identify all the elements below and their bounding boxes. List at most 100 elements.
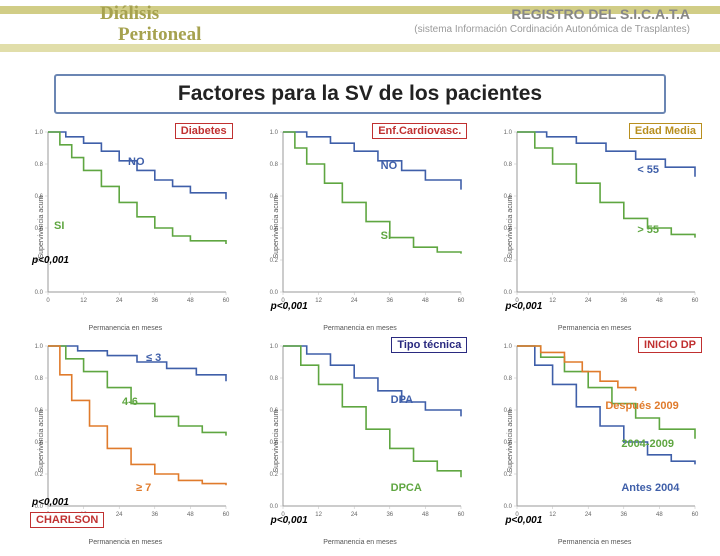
svg-text:24: 24 xyxy=(585,512,592,518)
svg-text:1.0: 1.0 xyxy=(35,130,44,136)
svg-text:60: 60 xyxy=(223,298,230,304)
svg-text:0.0: 0.0 xyxy=(269,290,278,296)
series-enf-1 xyxy=(283,132,461,254)
svg-text:1.0: 1.0 xyxy=(504,344,513,350)
chart-panel-edad: 0.00.20.40.60.81.001224364860Edad Mediap… xyxy=(477,120,712,334)
chart-panel-inicio: 0.00.20.40.60.81.001224364860INICIO DPp<… xyxy=(477,334,712,548)
svg-text:24: 24 xyxy=(585,298,592,304)
svg-text:12: 12 xyxy=(80,298,87,304)
svg-text:1.0: 1.0 xyxy=(269,130,278,136)
x-axis-label: Permanencia en meses xyxy=(89,539,163,546)
svg-text:36: 36 xyxy=(621,512,628,518)
y-axis-label: Supervivencia acum xyxy=(273,195,280,258)
registry-subtitle: (sistema Información Cordinación Autonóm… xyxy=(414,24,690,35)
pvalue-charlson: p<0,001 xyxy=(32,497,69,508)
x-axis-label: Permanencia en meses xyxy=(89,325,163,332)
svg-text:0.8: 0.8 xyxy=(504,376,513,382)
series-charlson-0 xyxy=(48,346,226,381)
svg-text:0.8: 0.8 xyxy=(269,376,278,382)
svg-text:36: 36 xyxy=(151,512,158,518)
pvalue-tipo: p<0,001 xyxy=(271,515,308,526)
series-label-inicio-0: Después 2009 xyxy=(605,400,678,412)
logo-line1: Diálisis xyxy=(100,4,201,23)
series-label-diabetes-0: NO xyxy=(128,156,145,168)
svg-text:24: 24 xyxy=(116,298,123,304)
chart-panel-enf: 0.00.20.40.60.81.001224364860Enf.Cardiov… xyxy=(243,120,478,334)
svg-text:12: 12 xyxy=(315,298,322,304)
pvalue-enf: p<0,001 xyxy=(271,301,308,312)
logo-line2: Peritoneal xyxy=(118,25,201,44)
svg-text:1.0: 1.0 xyxy=(269,344,278,350)
svg-text:0.2: 0.2 xyxy=(269,258,278,264)
svg-text:60: 60 xyxy=(692,298,699,304)
series-label-edad-1: > 55 xyxy=(637,224,659,236)
svg-text:12: 12 xyxy=(315,512,322,518)
svg-text:36: 36 xyxy=(386,512,393,518)
header-bar-bottom xyxy=(0,44,720,52)
series-enf-0 xyxy=(283,132,461,190)
chart-title-inicio: INICIO DP xyxy=(638,337,702,353)
series-label-inicio-1: 2004-2009 xyxy=(621,438,674,450)
svg-text:0.2: 0.2 xyxy=(504,258,513,264)
svg-text:12: 12 xyxy=(550,298,557,304)
svg-text:0.0: 0.0 xyxy=(269,504,278,510)
svg-text:60: 60 xyxy=(223,512,230,518)
svg-text:36: 36 xyxy=(621,298,628,304)
chart-inicio: 0.00.20.40.60.81.001224364860 xyxy=(495,338,705,534)
registry-title: REGISTRO DEL S.I.C.A.T.A xyxy=(511,6,690,22)
y-axis-label: Supervivencia acum xyxy=(273,409,280,472)
y-axis-label: Supervivencia acum xyxy=(38,195,45,258)
series-label-enf-1: SI xyxy=(381,230,391,242)
svg-text:0.0: 0.0 xyxy=(35,290,44,296)
svg-text:24: 24 xyxy=(351,512,358,518)
series-diabetes-1 xyxy=(48,132,226,244)
svg-text:0.0: 0.0 xyxy=(504,504,513,510)
series-label-tipo-0: DPA xyxy=(391,394,413,406)
svg-text:48: 48 xyxy=(422,512,429,518)
chart-grid: 0.00.20.40.60.81.001224364860Diabetesp<0… xyxy=(0,120,720,556)
svg-text:0.8: 0.8 xyxy=(35,162,44,168)
svg-text:0.2: 0.2 xyxy=(504,472,513,478)
chart-title-enf: Enf.Cardiovasc. xyxy=(372,123,467,139)
chart-title-charlson: CHARLSON xyxy=(30,512,104,528)
svg-text:24: 24 xyxy=(116,512,123,518)
x-axis-label: Permanencia en meses xyxy=(558,539,632,546)
series-label-edad-0: < 55 xyxy=(637,164,659,176)
chart-edad: 0.00.20.40.60.81.001224364860 xyxy=(495,124,705,320)
svg-text:60: 60 xyxy=(457,298,464,304)
svg-text:48: 48 xyxy=(422,298,429,304)
svg-text:48: 48 xyxy=(187,298,194,304)
chart-tipo: 0.00.20.40.60.81.001224364860 xyxy=(261,338,471,534)
chart-enf: 0.00.20.40.60.81.001224364860 xyxy=(261,124,471,320)
svg-text:48: 48 xyxy=(187,512,194,518)
logo: Diálisis Peritoneal xyxy=(100,4,201,44)
svg-text:60: 60 xyxy=(692,512,699,518)
svg-text:0.2: 0.2 xyxy=(35,472,44,478)
series-tipo-1 xyxy=(283,346,461,477)
chart-title-tipo: Tipo técnica xyxy=(391,337,467,353)
series-label-enf-0: NO xyxy=(381,160,398,172)
series-label-diabetes-1: SI xyxy=(54,220,64,232)
pvalue-edad: p<0,001 xyxy=(505,301,542,312)
svg-text:36: 36 xyxy=(386,298,393,304)
svg-text:0.0: 0.0 xyxy=(504,290,513,296)
chart-title-diabetes: Diabetes xyxy=(175,123,233,139)
series-label-charlson-1: 4-6 xyxy=(122,396,138,408)
svg-text:0.8: 0.8 xyxy=(269,162,278,168)
y-axis-label: Supervivencia acum xyxy=(507,409,514,472)
svg-text:0.8: 0.8 xyxy=(35,376,44,382)
series-label-tipo-1: DPCA xyxy=(391,482,422,494)
svg-text:24: 24 xyxy=(351,298,358,304)
x-axis-label: Permanencia en meses xyxy=(558,325,632,332)
series-label-inicio-2: Antes 2004 xyxy=(621,482,679,494)
svg-text:0.8: 0.8 xyxy=(504,162,513,168)
svg-text:48: 48 xyxy=(656,298,663,304)
svg-text:48: 48 xyxy=(656,512,663,518)
chart-panel-charlson: 0.00.20.40.60.81.001224364860CHARLSONp<0… xyxy=(8,334,243,548)
svg-text:60: 60 xyxy=(457,512,464,518)
series-charlson-2 xyxy=(48,346,226,485)
header-banner: Diálisis Peritoneal REGISTRO DEL S.I.C.A… xyxy=(0,0,720,56)
svg-text:1.0: 1.0 xyxy=(504,130,513,136)
x-axis-label: Permanencia en meses xyxy=(323,539,397,546)
svg-text:36: 36 xyxy=(151,298,158,304)
